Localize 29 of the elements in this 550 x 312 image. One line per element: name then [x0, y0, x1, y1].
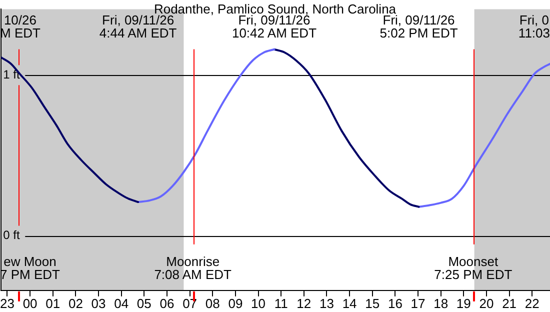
x-tick-label: 01 [46, 296, 60, 311]
x-tick-label: 16 [388, 296, 402, 311]
x-tick-label: 08 [205, 296, 220, 311]
x-tick-label: 20 [479, 296, 494, 311]
x-tick-label: 09 [228, 296, 243, 311]
ref-line-label: Moonset 7:25 PM EDT [434, 254, 512, 282]
y-tick-label: 0 ft [3, 228, 20, 242]
x-tick-label: 05 [136, 296, 152, 311]
x-tick-label: 21 [502, 296, 517, 311]
x-tick-label: 03 [91, 296, 106, 311]
x-tick-label: 22 [524, 296, 540, 311]
x-tick-label: 13 [319, 296, 334, 311]
annotation: Fri, 0 11:03 [518, 12, 550, 41]
x-tick-label: 19 [456, 296, 471, 311]
x-tick-label: 06 [160, 296, 174, 311]
annotation: Fri, 09/11/26 5:02 PM EDT [380, 12, 458, 41]
x-tick-label: 02 [68, 296, 83, 311]
x-tick-label: 14 [342, 296, 357, 311]
annotation: Fri, 09/11/26 4:44 AM EDT [99, 12, 177, 41]
x-tick-label: 11 [274, 296, 288, 311]
x-tick-label: 17 [410, 296, 426, 311]
x-tick-label: 23 [0, 296, 14, 311]
x-tick-label: 15 [365, 296, 380, 311]
ref-line-label: Moonrise 7:08 AM EDT [154, 254, 232, 282]
x-tick-label: 18 [434, 296, 448, 311]
x-tick-label: 04 [114, 296, 129, 311]
x-tick-label: 10 [251, 296, 266, 311]
x-tick-label: 00 [22, 296, 38, 311]
x-tick-label: 12 [296, 296, 312, 311]
